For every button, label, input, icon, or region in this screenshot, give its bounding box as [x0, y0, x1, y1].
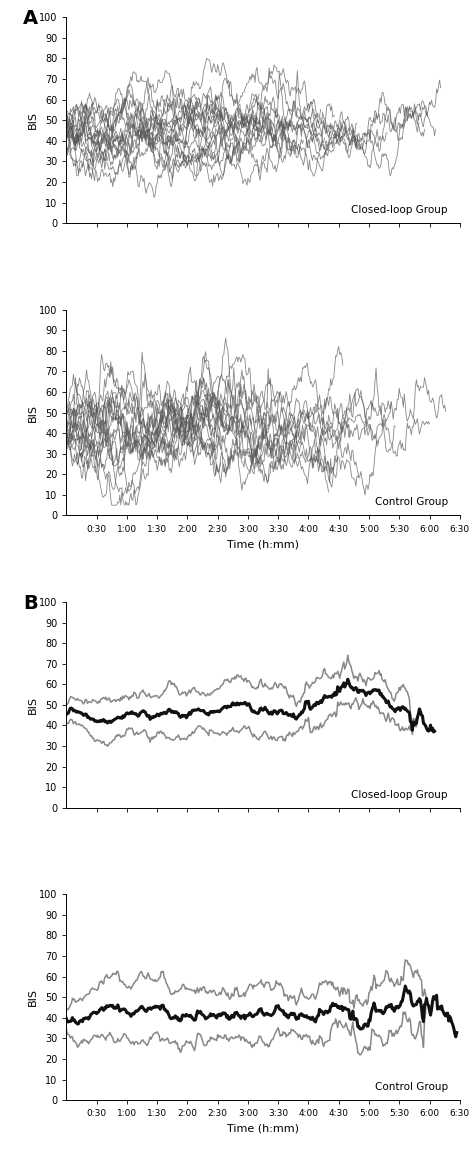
Text: Closed-loop Group: Closed-loop Group [352, 789, 448, 799]
X-axis label: Time (h:mm): Time (h:mm) [227, 1123, 299, 1134]
Text: Control Group: Control Group [375, 1082, 448, 1092]
Y-axis label: BIS: BIS [27, 403, 37, 422]
Y-axis label: BIS: BIS [27, 988, 37, 1006]
Y-axis label: BIS: BIS [27, 696, 37, 714]
Text: A: A [23, 9, 38, 28]
X-axis label: Time (h:mm): Time (h:mm) [227, 539, 299, 550]
Text: Control Group: Control Group [375, 498, 448, 507]
Text: B: B [23, 593, 38, 613]
Text: Closed-loop Group: Closed-loop Group [352, 205, 448, 215]
Y-axis label: BIS: BIS [27, 112, 37, 129]
